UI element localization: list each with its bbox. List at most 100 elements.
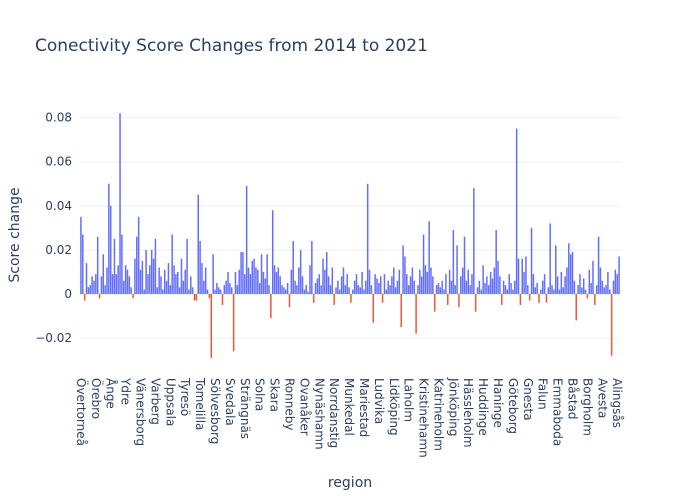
bar [374, 274, 376, 294]
x-tick-label: Göteborg [506, 378, 520, 434]
bar [324, 269, 326, 294]
bar [147, 274, 149, 294]
bar [255, 267, 257, 294]
bar [469, 285, 471, 294]
bar [139, 269, 142, 294]
bar [525, 256, 527, 294]
bar [441, 280, 443, 294]
bar [508, 274, 510, 294]
bar [227, 271, 229, 294]
bar [100, 276, 103, 294]
bar [590, 282, 592, 294]
bar [331, 267, 334, 294]
bar [480, 289, 483, 294]
bar [541, 280, 544, 294]
bar [184, 269, 186, 294]
bar [393, 267, 395, 294]
bar [329, 285, 332, 294]
bar [169, 285, 172, 294]
bar [473, 188, 475, 294]
bar [402, 245, 404, 294]
bar [85, 263, 88, 294]
bar [190, 276, 192, 294]
bar [359, 287, 361, 294]
bar [569, 254, 572, 294]
bar [115, 274, 118, 294]
bar [197, 194, 199, 294]
bar [616, 274, 618, 294]
bar [238, 269, 240, 294]
bar [342, 267, 345, 294]
bar [95, 274, 97, 294]
bar [124, 265, 127, 294]
bar [571, 252, 574, 294]
bar [260, 254, 263, 294]
bar [165, 280, 168, 294]
bar [599, 267, 602, 294]
bar [372, 293, 375, 323]
bar [458, 293, 460, 308]
bar [167, 263, 170, 294]
bar [212, 254, 214, 294]
bar [540, 289, 542, 294]
bar [333, 293, 335, 305]
bar [517, 258, 520, 294]
bar [417, 285, 419, 294]
bar [586, 293, 589, 299]
bar [558, 289, 561, 294]
bar [108, 183, 110, 294]
bar [156, 287, 159, 294]
bar [365, 280, 367, 294]
bar [178, 287, 181, 294]
bar [376, 278, 378, 294]
x-tick-label: Svedala [223, 378, 237, 426]
bar [564, 276, 566, 294]
bar [618, 256, 620, 294]
bar [322, 258, 324, 294]
bar [461, 267, 464, 294]
bar [89, 285, 91, 294]
bar [471, 274, 473, 294]
bar [106, 267, 108, 294]
bar [389, 285, 391, 294]
bar [528, 293, 531, 301]
bar [242, 252, 244, 294]
x-tick-label: Huddinge [476, 378, 490, 436]
bar [273, 265, 276, 294]
bar [137, 216, 140, 294]
bar [311, 241, 313, 294]
bar [609, 289, 611, 294]
bar [448, 269, 451, 294]
bar [391, 276, 393, 294]
bar [543, 274, 546, 294]
bar [203, 280, 205, 294]
bar [201, 263, 203, 294]
bar [126, 269, 129, 294]
bar [182, 280, 185, 294]
bar [206, 289, 209, 294]
bar [363, 289, 365, 294]
bar [361, 271, 363, 294]
bar [348, 287, 350, 294]
bar [244, 274, 246, 294]
bar [491, 278, 494, 294]
bar [549, 223, 551, 294]
bar [245, 185, 248, 294]
x-tick-label: Avesta [595, 378, 609, 418]
x-tick-label: Nynäshamn [312, 378, 326, 450]
bar [499, 276, 501, 294]
bar [422, 234, 425, 294]
bar [584, 289, 587, 294]
bar [208, 293, 211, 299]
bar [556, 276, 559, 294]
bar [385, 289, 388, 294]
bar [301, 276, 304, 294]
bar [82, 234, 84, 294]
bar [527, 285, 529, 294]
bar [530, 227, 533, 294]
bar [577, 285, 579, 294]
bar [610, 293, 613, 356]
bar [484, 282, 486, 294]
bar [177, 271, 179, 294]
bar [506, 289, 509, 294]
